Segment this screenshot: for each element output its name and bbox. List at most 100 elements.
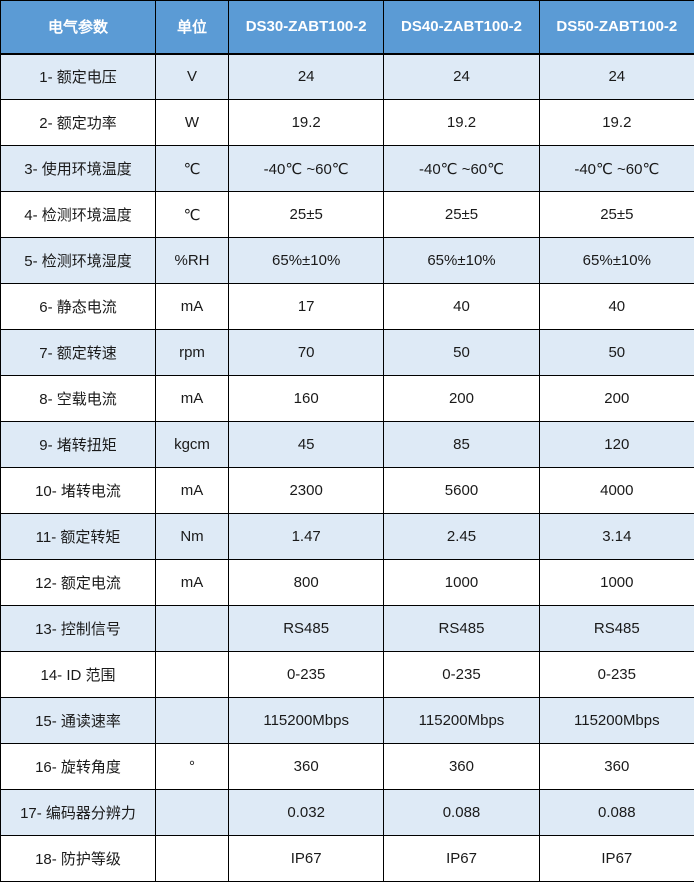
value-cell-ds50: 200 bbox=[538, 375, 694, 422]
value-cell-ds30: 115200Mbps bbox=[227, 697, 385, 744]
header-row: 电气参数 单位 DS30-ZABT100-2 DS40-ZABT100-2 DS… bbox=[0, 0, 694, 55]
param-cell: 9- 堵转扭矩 bbox=[0, 421, 156, 468]
value-cell-ds40: -40℃ ~60℃ bbox=[383, 145, 540, 192]
param-cell: 7- 额定转速 bbox=[0, 329, 156, 376]
param-cell: 12- 额定电流 bbox=[0, 559, 156, 606]
value-cell-ds30: 24 bbox=[227, 53, 385, 100]
value-cell-ds40: 19.2 bbox=[383, 99, 540, 146]
unit-cell: ° bbox=[155, 743, 229, 790]
table-row: 15- 通读速率 115200Mbps 115200Mbps 115200Mbp… bbox=[0, 697, 694, 744]
table-row: 13- 控制信号 RS485 RS485 RS485 bbox=[0, 605, 694, 652]
param-cell: 17- 编码器分辨力 bbox=[0, 789, 156, 836]
unit-cell bbox=[155, 651, 229, 698]
value-cell-ds30: 2300 bbox=[227, 467, 385, 514]
unit-cell: ℃ bbox=[155, 191, 229, 238]
table-row: 17- 编码器分辨力 0.032 0.088 0.088 bbox=[0, 789, 694, 836]
value-cell-ds30: 0.032 bbox=[227, 789, 385, 836]
unit-cell: mA bbox=[155, 283, 229, 330]
table-row: 4- 检测环境温度 ℃ 25±5 25±5 25±5 bbox=[0, 191, 694, 238]
value-cell-ds40: 115200Mbps bbox=[383, 697, 540, 744]
table-row: 18- 防护等级 IP67 IP67 IP67 bbox=[0, 835, 694, 882]
param-cell: 14- ID 范围 bbox=[0, 651, 156, 698]
value-cell-ds40: 0-235 bbox=[383, 651, 540, 698]
value-cell-ds30: 800 bbox=[227, 559, 385, 606]
param-cell: 6- 静态电流 bbox=[0, 283, 156, 330]
value-cell-ds50: -40℃ ~60℃ bbox=[538, 145, 694, 192]
value-cell-ds50: 1000 bbox=[538, 559, 694, 606]
unit-cell: ℃ bbox=[155, 145, 229, 192]
value-cell-ds40: 360 bbox=[383, 743, 540, 790]
value-cell-ds50: 50 bbox=[538, 329, 694, 376]
value-cell-ds30: 65%±10% bbox=[227, 237, 385, 284]
unit-cell: Nm bbox=[155, 513, 229, 560]
value-cell-ds40: 25±5 bbox=[383, 191, 540, 238]
param-cell: 10- 堵转电流 bbox=[0, 467, 156, 514]
value-cell-ds50: 0-235 bbox=[538, 651, 694, 698]
value-cell-ds30: 45 bbox=[227, 421, 385, 468]
param-cell: 4- 检测环境温度 bbox=[0, 191, 156, 238]
param-cell: 2- 额定功率 bbox=[0, 99, 156, 146]
value-cell-ds40: 65%±10% bbox=[383, 237, 540, 284]
table-row: 11- 额定转矩 Nm 1.47 2.45 3.14 bbox=[0, 513, 694, 560]
table-row: 7- 额定转速 rpm 70 50 50 bbox=[0, 329, 694, 376]
value-cell-ds40: 1000 bbox=[383, 559, 540, 606]
table-row: 8- 空载电流 mA 160 200 200 bbox=[0, 375, 694, 422]
table-row: 5- 检测环境湿度 %RH 65%±10% 65%±10% 65%±10% bbox=[0, 237, 694, 284]
value-cell-ds30: -40℃ ~60℃ bbox=[227, 145, 385, 192]
table-row: 9- 堵转扭矩 kgcm 45 85 120 bbox=[0, 421, 694, 468]
header-unit-column: 单位 bbox=[155, 0, 229, 55]
table-header: 电气参数 单位 DS30-ZABT100-2 DS40-ZABT100-2 DS… bbox=[0, 0, 694, 55]
value-cell-ds30: 160 bbox=[227, 375, 385, 422]
unit-cell: W bbox=[155, 99, 229, 146]
table-row: 10- 堵转电流 mA 2300 5600 4000 bbox=[0, 467, 694, 514]
header-model-ds50: DS50-ZABT100-2 bbox=[538, 0, 694, 55]
table-row: 6- 静态电流 mA 17 40 40 bbox=[0, 283, 694, 330]
value-cell-ds50: 25±5 bbox=[538, 191, 694, 238]
value-cell-ds50: 115200Mbps bbox=[538, 697, 694, 744]
table-row: 1- 额定电压 V 24 24 24 bbox=[0, 53, 694, 100]
value-cell-ds30: 0-235 bbox=[227, 651, 385, 698]
param-cell: 5- 检测环境湿度 bbox=[0, 237, 156, 284]
value-cell-ds30: 1.47 bbox=[227, 513, 385, 560]
value-cell-ds30: 360 bbox=[227, 743, 385, 790]
unit-cell: mA bbox=[155, 467, 229, 514]
value-cell-ds30: RS485 bbox=[227, 605, 385, 652]
header-model-ds40: DS40-ZABT100-2 bbox=[383, 0, 540, 55]
value-cell-ds30: 19.2 bbox=[227, 99, 385, 146]
value-cell-ds40: 40 bbox=[383, 283, 540, 330]
unit-cell bbox=[155, 605, 229, 652]
header-model-ds30: DS30-ZABT100-2 bbox=[227, 0, 385, 55]
param-cell: 8- 空载电流 bbox=[0, 375, 156, 422]
unit-cell: kgcm bbox=[155, 421, 229, 468]
unit-cell: rpm bbox=[155, 329, 229, 376]
value-cell-ds40: 85 bbox=[383, 421, 540, 468]
value-cell-ds50: IP67 bbox=[538, 835, 694, 882]
value-cell-ds50: 3.14 bbox=[538, 513, 694, 560]
table-row: 2- 额定功率 W 19.2 19.2 19.2 bbox=[0, 99, 694, 146]
unit-cell: %RH bbox=[155, 237, 229, 284]
value-cell-ds40: 5600 bbox=[383, 467, 540, 514]
value-cell-ds50: 40 bbox=[538, 283, 694, 330]
unit-cell bbox=[155, 835, 229, 882]
table-row: 3- 使用环境温度 ℃ -40℃ ~60℃ -40℃ ~60℃ -40℃ ~60… bbox=[0, 145, 694, 192]
value-cell-ds30: 25±5 bbox=[227, 191, 385, 238]
value-cell-ds40: 2.45 bbox=[383, 513, 540, 560]
table-row: 14- ID 范围 0-235 0-235 0-235 bbox=[0, 651, 694, 698]
value-cell-ds40: 50 bbox=[383, 329, 540, 376]
value-cell-ds50: 65%±10% bbox=[538, 237, 694, 284]
value-cell-ds40: 200 bbox=[383, 375, 540, 422]
value-cell-ds40: RS485 bbox=[383, 605, 540, 652]
value-cell-ds30: IP67 bbox=[227, 835, 385, 882]
value-cell-ds30: 17 bbox=[227, 283, 385, 330]
param-cell: 18- 防护等级 bbox=[0, 835, 156, 882]
unit-cell bbox=[155, 789, 229, 836]
unit-cell: mA bbox=[155, 375, 229, 422]
table-row: 12- 额定电流 mA 800 1000 1000 bbox=[0, 559, 694, 606]
param-cell: 1- 额定电压 bbox=[0, 53, 156, 100]
value-cell-ds50: 24 bbox=[538, 53, 694, 100]
value-cell-ds50: RS485 bbox=[538, 605, 694, 652]
param-cell: 13- 控制信号 bbox=[0, 605, 156, 652]
param-cell: 16- 旋转角度 bbox=[0, 743, 156, 790]
table-body: 1- 额定电压 V 24 24 24 2- 额定功率 W 19.2 19.2 1… bbox=[0, 53, 694, 882]
